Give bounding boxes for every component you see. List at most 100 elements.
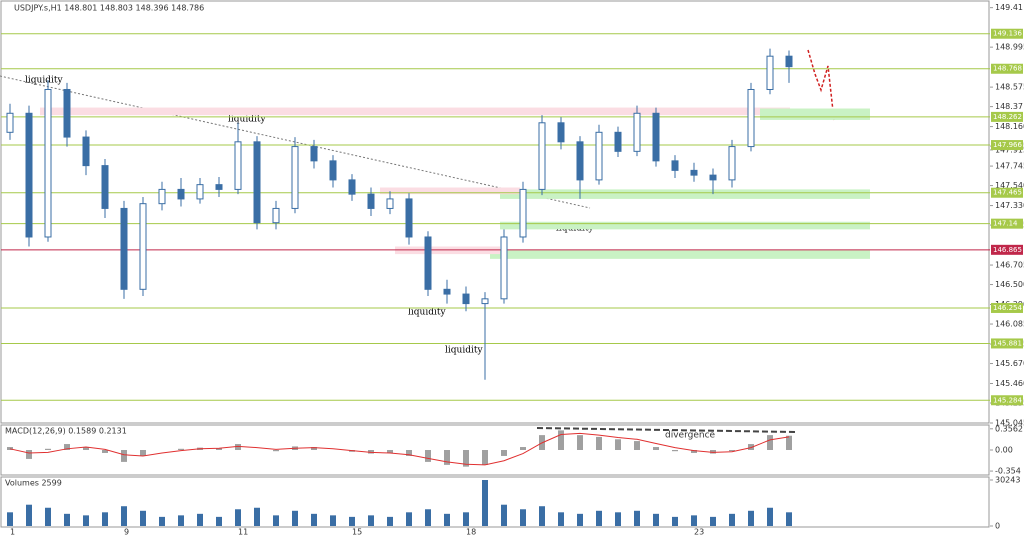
annotation: liquidity bbox=[408, 308, 446, 318]
level-label-bg bbox=[991, 338, 1023, 349]
volume-bar bbox=[577, 513, 583, 526]
volume-title: Volumes 2599 bbox=[5, 479, 62, 488]
volume-bar bbox=[558, 512, 564, 526]
macd-bar bbox=[615, 439, 621, 450]
macd-bar bbox=[216, 448, 222, 450]
volume-bar bbox=[691, 515, 697, 526]
candle-body bbox=[500, 236, 508, 300]
candle-body bbox=[538, 122, 546, 190]
candle-body bbox=[766, 55, 774, 90]
candle-body bbox=[728, 146, 736, 181]
macd-bar bbox=[121, 450, 127, 462]
y-tick-label: 0.00 bbox=[995, 446, 1013, 455]
level-label-bg bbox=[991, 187, 1023, 198]
y-tick-label: 147.330 bbox=[995, 201, 1024, 210]
level-label: 145.284 bbox=[993, 396, 1022, 404]
candle-body bbox=[158, 188, 166, 205]
level-label-bg bbox=[991, 28, 1023, 39]
candle-body bbox=[519, 188, 527, 238]
macd-title: MACD(12,26,9) 0.1589 0.2131 bbox=[5, 427, 127, 436]
candle-body bbox=[101, 165, 109, 209]
volume-panel bbox=[0, 476, 990, 528]
macd-bar bbox=[425, 450, 431, 462]
candle-body bbox=[6, 112, 14, 133]
volume-bar bbox=[64, 513, 70, 526]
candle-body bbox=[405, 198, 413, 238]
annotation: divergence bbox=[665, 431, 716, 441]
volume-bar bbox=[463, 512, 469, 526]
y-tick-label: 146.085 bbox=[995, 320, 1024, 329]
level-label: 148.262 bbox=[993, 113, 1022, 121]
macd-bar bbox=[26, 450, 32, 459]
candle-body bbox=[291, 146, 299, 209]
volume-bar bbox=[368, 515, 374, 526]
y-tick-label: 145.670 bbox=[995, 359, 1024, 368]
candle-body bbox=[329, 160, 337, 181]
y-tick-label: 148.575 bbox=[995, 83, 1024, 92]
macd-bar bbox=[83, 447, 89, 450]
candle-body bbox=[595, 131, 603, 181]
candle-body bbox=[253, 141, 261, 224]
signal-line bbox=[9, 432, 790, 466]
candle-body bbox=[785, 55, 793, 68]
volume-bar bbox=[748, 510, 754, 526]
macd-bar bbox=[767, 435, 773, 450]
level-label: 146.254 bbox=[993, 304, 1022, 312]
y-tick-label: 146.705 bbox=[995, 261, 1024, 270]
level-label: 148.768 bbox=[993, 65, 1022, 73]
candle-body bbox=[82, 136, 90, 167]
y-tick-label: -0.354 bbox=[995, 467, 1021, 476]
candle-body bbox=[690, 169, 698, 176]
volume-bar bbox=[596, 510, 602, 526]
candle-body bbox=[234, 141, 242, 190]
macd-bar bbox=[653, 447, 659, 450]
macd-bar bbox=[178, 448, 184, 450]
volume-bar bbox=[197, 513, 203, 526]
x-tick-label: 18 bbox=[466, 528, 476, 537]
volume-bar bbox=[292, 510, 298, 526]
macd-bar bbox=[64, 444, 70, 450]
volume-bar bbox=[501, 504, 507, 526]
candle-body bbox=[44, 88, 52, 238]
level-label-bg bbox=[991, 111, 1023, 122]
candle-body bbox=[120, 207, 128, 290]
candle-body bbox=[462, 293, 470, 305]
macd-bar bbox=[7, 447, 13, 450]
volume-bar bbox=[45, 507, 51, 526]
macd-bar bbox=[672, 450, 678, 452]
candle-body bbox=[310, 146, 318, 162]
level-label: 147.465 bbox=[993, 189, 1022, 197]
macd-bar bbox=[501, 450, 507, 456]
y-tick-label: 145.045 bbox=[995, 419, 1024, 428]
volume-bar bbox=[425, 509, 431, 526]
volume-bar bbox=[710, 516, 716, 526]
candle-body bbox=[576, 141, 584, 181]
zone bbox=[380, 187, 520, 195]
candle-body bbox=[557, 122, 565, 143]
divergence-line bbox=[536, 427, 796, 433]
macd-bar bbox=[596, 436, 602, 450]
candle-body bbox=[671, 160, 679, 171]
macd-bar bbox=[273, 450, 279, 452]
level-label-bg bbox=[991, 395, 1023, 406]
candle-body bbox=[481, 298, 489, 305]
volume-bar bbox=[102, 512, 108, 526]
volume-bar bbox=[444, 513, 450, 526]
macd-bar bbox=[406, 450, 412, 456]
candle-body bbox=[272, 207, 280, 224]
projection-arrow bbox=[807, 49, 835, 121]
y-tick-label: 149.41 bbox=[995, 3, 1023, 12]
macd-bar bbox=[634, 441, 640, 450]
annotation: liquidity bbox=[228, 115, 266, 125]
macd-bar bbox=[786, 435, 792, 450]
macd-bar bbox=[444, 450, 450, 465]
macd-bar bbox=[558, 430, 564, 450]
candle-body bbox=[196, 184, 204, 200]
macd-bar bbox=[368, 450, 374, 454]
x-tick-label: 23 bbox=[694, 528, 704, 537]
candle-body bbox=[367, 193, 375, 209]
candle-body bbox=[139, 203, 147, 290]
macd-bar bbox=[235, 444, 241, 450]
level-label: 146.865 bbox=[993, 246, 1022, 254]
